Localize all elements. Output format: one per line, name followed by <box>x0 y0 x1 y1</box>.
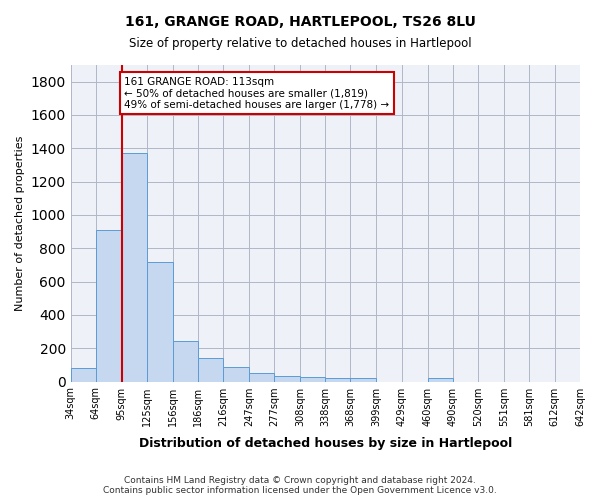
Bar <box>223 368 249 382</box>
Text: Contains HM Land Registry data © Crown copyright and database right 2024.
Contai: Contains HM Land Registry data © Crown c… <box>103 476 497 495</box>
Text: 161 GRANGE ROAD: 113sqm
← 50% of detached houses are smaller (1,819)
49% of semi: 161 GRANGE ROAD: 113sqm ← 50% of detache… <box>124 76 389 110</box>
Bar <box>325 378 350 382</box>
Bar <box>71 368 96 382</box>
Y-axis label: Number of detached properties: Number of detached properties <box>15 136 25 311</box>
Bar <box>300 376 325 382</box>
Bar <box>122 154 147 382</box>
Bar <box>249 373 274 382</box>
Bar <box>173 340 198 382</box>
Bar <box>147 262 173 382</box>
Bar <box>350 378 376 382</box>
X-axis label: Distribution of detached houses by size in Hartlepool: Distribution of detached houses by size … <box>139 437 512 450</box>
Text: 161, GRANGE ROAD, HARTLEPOOL, TS26 8LU: 161, GRANGE ROAD, HARTLEPOOL, TS26 8LU <box>125 15 475 29</box>
Bar <box>274 376 300 382</box>
Bar <box>198 358 223 382</box>
Bar <box>96 230 122 382</box>
Text: Size of property relative to detached houses in Hartlepool: Size of property relative to detached ho… <box>128 38 472 51</box>
Bar <box>428 378 452 382</box>
